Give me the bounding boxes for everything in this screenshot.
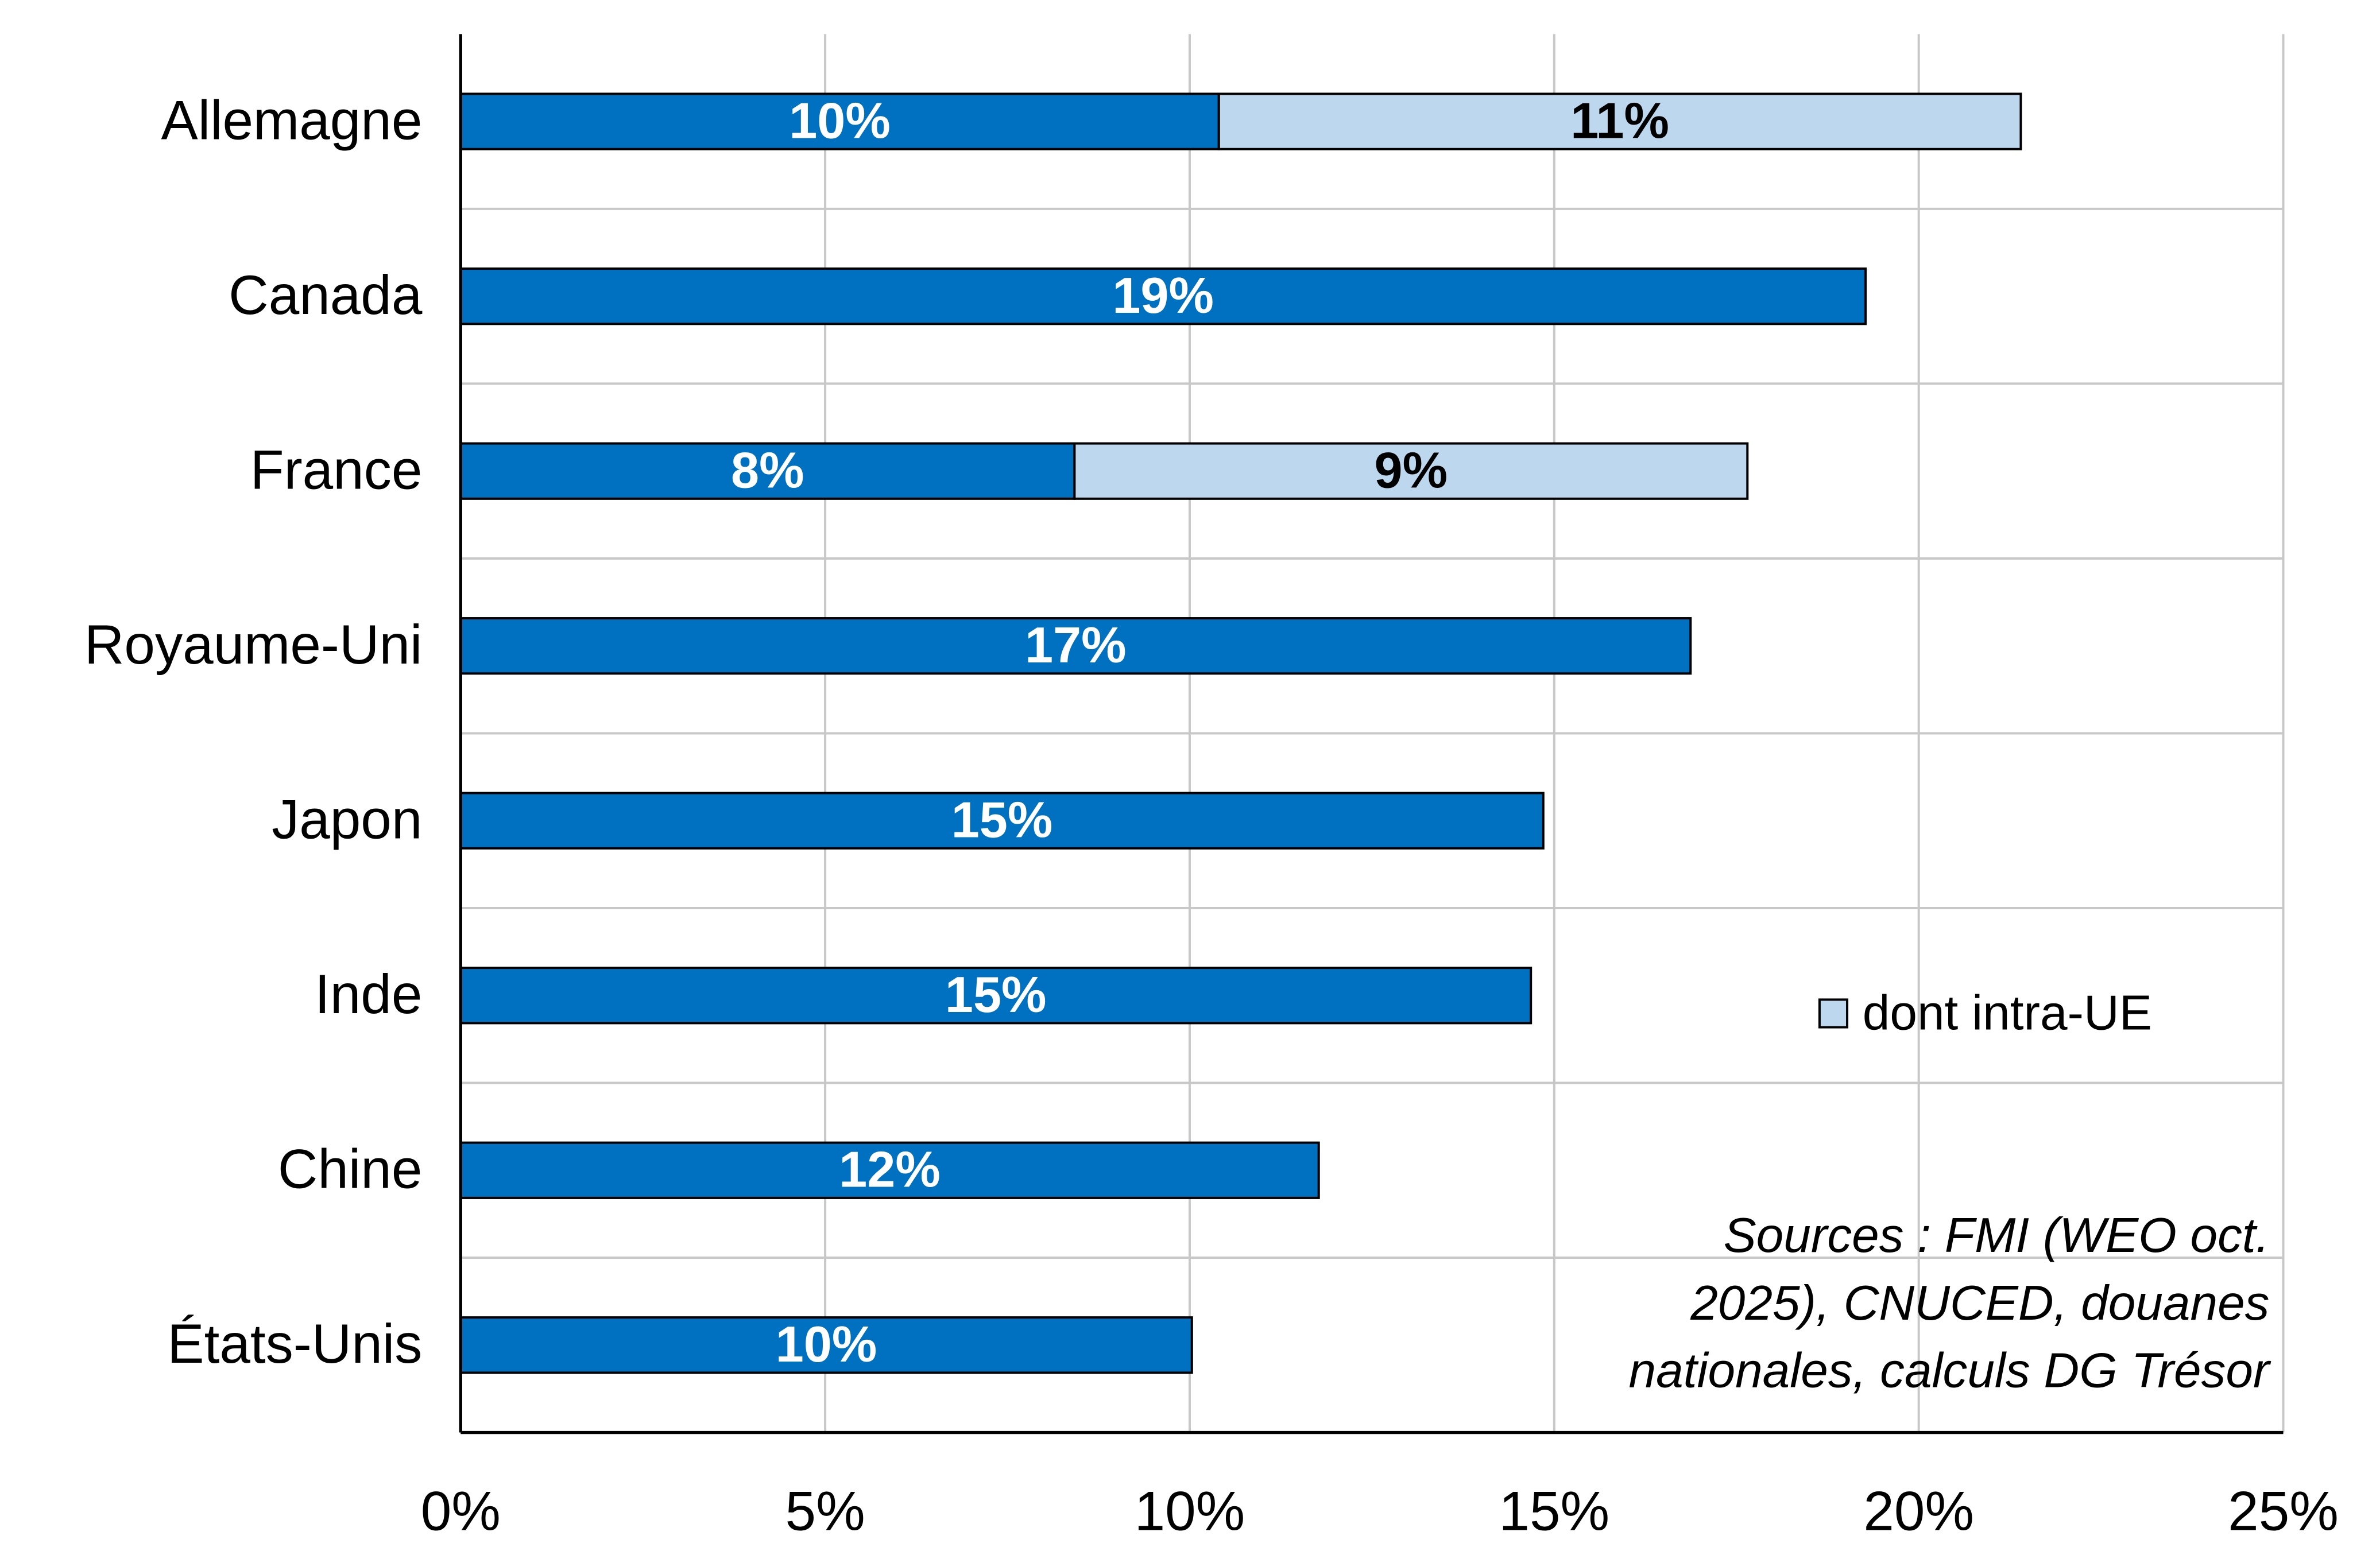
y-tick-label: Inde — [315, 964, 422, 1025]
bar — [459, 442, 1076, 500]
bar-label: 9% — [1375, 441, 1448, 498]
bar — [1217, 92, 2022, 150]
x-tick-label: 10% — [1135, 1480, 1245, 1542]
source-note: nationales, calculs DG Trésor — [1629, 1344, 2271, 1398]
y-tick-label: États-Unis — [167, 1313, 422, 1375]
x-tick-label: 5% — [785, 1480, 865, 1542]
bar-label: 15% — [945, 966, 1047, 1023]
y-tick-label: Chine — [278, 1139, 423, 1200]
source-note: Sources : FMI (WEO oct. — [1724, 1208, 2270, 1263]
y-tick-label: Allemagne — [161, 90, 423, 151]
y-tick-label: Japon — [272, 789, 422, 851]
bar — [459, 792, 1545, 850]
bar — [459, 1316, 1193, 1374]
bar-label: 8% — [731, 441, 804, 498]
bar-label: 19% — [1112, 267, 1214, 324]
source-note: 2025), CNUCED, douanes — [1690, 1276, 2269, 1331]
bar-label: 12% — [839, 1141, 941, 1197]
legend-swatch — [1818, 998, 1849, 1029]
x-tick-label: 15% — [1499, 1480, 1609, 1542]
bar-label: 17% — [1025, 616, 1127, 673]
bar-label: 10% — [776, 1316, 877, 1372]
bar — [459, 967, 1533, 1025]
x-tick-label: 20% — [1863, 1480, 1974, 1542]
x-tick-label: 25% — [2228, 1480, 2339, 1542]
bar-label: 15% — [951, 791, 1053, 848]
bar — [459, 1141, 1320, 1199]
bar — [1073, 442, 1749, 500]
bar-label: 11% — [1570, 92, 1669, 149]
bar-label: 10% — [789, 92, 891, 149]
legend-label: dont intra-UE — [1863, 986, 2152, 1040]
x-tick-label: 0% — [421, 1480, 501, 1542]
y-tick-label: France — [250, 439, 423, 501]
y-tick-label: Royaume-Uni — [84, 614, 422, 676]
y-tick-label: Canada — [229, 265, 423, 326]
